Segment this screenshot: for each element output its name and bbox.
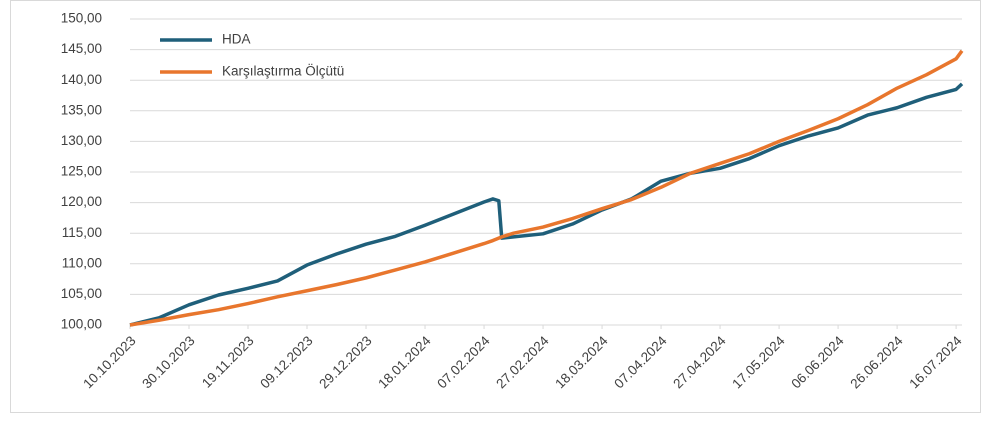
x-tick-label: 06.06.2024 [788, 333, 847, 392]
y-tick-label: 125,00 [61, 164, 102, 179]
x-tick-label: 07.04.2024 [611, 333, 670, 392]
y-tick-label: 130,00 [61, 133, 102, 148]
y-tick-label: 115,00 [62, 225, 102, 240]
x-tick-label: 26.06.2024 [847, 333, 906, 392]
x-tick-label: 07.02.2024 [434, 333, 493, 392]
y-tick-label: 110,00 [62, 255, 102, 270]
x-tick-label: 10.10.2023 [80, 333, 138, 391]
y-tick-label: 140,00 [61, 72, 102, 87]
y-tick-label: 120,00 [61, 194, 102, 209]
x-tick-label: 30.10.2023 [139, 333, 197, 391]
y-tick-label: 135,00 [61, 102, 102, 117]
legend-label: Karşılaştırma Ölçütü [222, 64, 344, 79]
x-tick-label: 18.03.2024 [552, 333, 611, 392]
x-tick-label: 27.04.2024 [670, 333, 729, 392]
legend-label: HDA [222, 32, 251, 47]
chart-frame [10, 0, 981, 413]
series-line [129, 49, 964, 327]
x-tick-label: 16.07.2024 [906, 333, 965, 392]
y-tick-label: 145,00 [61, 41, 102, 56]
y-tick-label: 100,00 [61, 317, 102, 332]
x-tick-label: 29.12.2023 [316, 333, 374, 391]
y-tick-label: 105,00 [61, 286, 102, 301]
x-tick-label: 27.02.2024 [493, 333, 552, 392]
x-tick-label: 17.05.2024 [729, 333, 788, 392]
y-tick-label: 150,00 [61, 11, 102, 26]
x-tick-label: 09.12.2023 [257, 333, 315, 391]
x-tick-label: 19.11.2023 [199, 333, 257, 391]
x-tick-label: 18.01.2024 [375, 333, 434, 392]
series-line [129, 82, 964, 327]
